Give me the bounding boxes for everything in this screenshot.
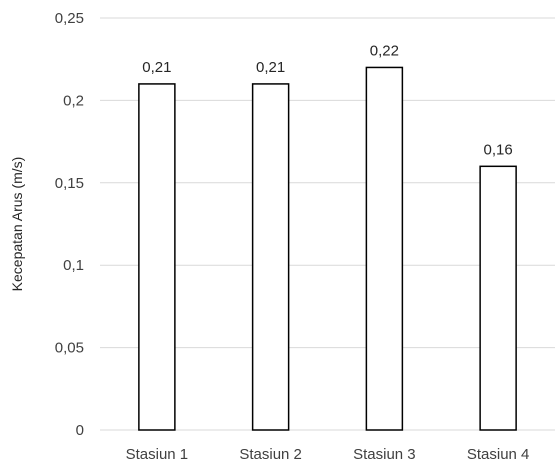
bar	[365, 66, 404, 431]
x-axis-ticks: Stasiun 1 Stasiun 2 Stasiun 3 Stasiun 4	[126, 446, 530, 463]
x-tick-label: Stasiun 4	[467, 446, 530, 463]
x-tick-label: Stasiun 2	[239, 446, 302, 463]
data-label: 0,21	[142, 59, 171, 76]
y-tick-label: 0,1	[63, 257, 84, 274]
y-tick-label: 0	[76, 422, 84, 439]
y-tick-label: 0,15	[55, 175, 84, 192]
data-labels: 0,21 0,21 0,22 0,16	[142, 42, 512, 158]
y-axis-ticks: 0 0,05 0,1 0,15 0,2 0,25	[55, 10, 84, 439]
y-tick-label: 0,2	[63, 92, 84, 109]
data-label: 0,22	[370, 42, 399, 59]
y-tick-label: 0,25	[55, 10, 84, 27]
gridlines	[100, 17, 555, 431]
bar	[479, 165, 517, 431]
data-label: 0,21	[256, 59, 285, 76]
x-tick-label: Stasiun 1	[126, 446, 189, 463]
data-label: 0,16	[484, 141, 513, 158]
x-tick-label: Stasiun 3	[353, 446, 416, 463]
y-axis-title: Kecepatan Arus (m/s)	[9, 157, 25, 292]
bars	[138, 66, 517, 431]
bar	[138, 83, 176, 431]
y-tick-label: 0,05	[55, 340, 84, 357]
bar	[251, 83, 290, 431]
